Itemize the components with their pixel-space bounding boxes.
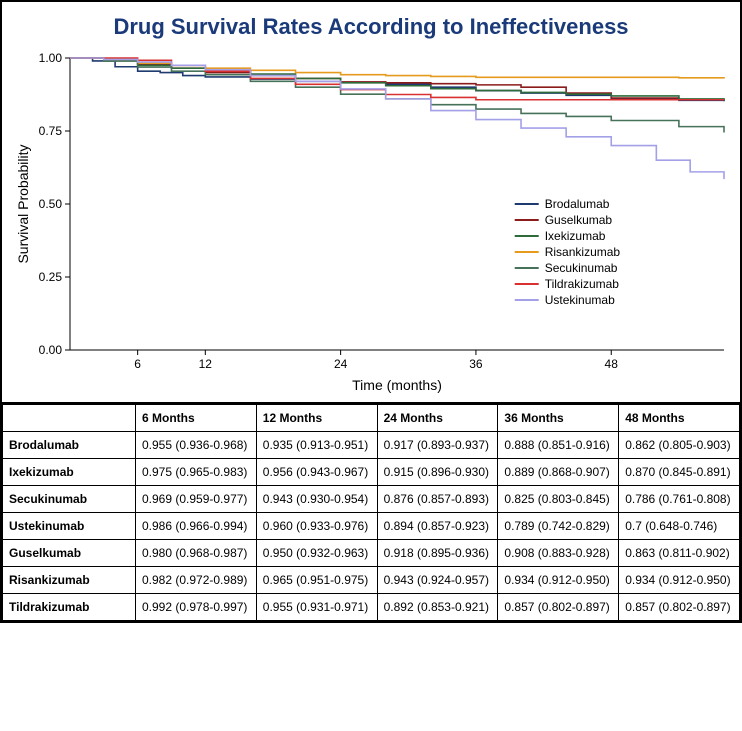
table-cell: 0.908 (0.883-0.928) <box>498 540 619 567</box>
table-cell: 0.965 (0.951-0.975) <box>256 567 377 594</box>
row-header: Secukinumab <box>3 486 136 513</box>
table-cell: 0.918 (0.895-0.936) <box>377 540 498 567</box>
survival-table: 6 Months12 Months24 Months36 Months48 Mo… <box>2 404 740 621</box>
y-tick-label: 0.50 <box>39 197 63 211</box>
legend-label: Ustekinumab <box>545 293 615 307</box>
table-cell: 0.892 (0.853-0.921) <box>377 594 498 621</box>
y-tick-label: 0.25 <box>39 270 63 284</box>
table-cell: 0.857 (0.802-0.897) <box>619 594 740 621</box>
column-header: 36 Months <box>498 405 619 432</box>
table-cell: 0.980 (0.968-0.987) <box>136 540 257 567</box>
table-cell: 0.894 (0.857-0.923) <box>377 513 498 540</box>
table-row: Ustekinumab0.986 (0.966-0.994)0.960 (0.9… <box>3 513 740 540</box>
table-cell: 0.956 (0.943-0.967) <box>256 459 377 486</box>
column-header: 48 Months <box>619 405 740 432</box>
x-axis-label: Time (months) <box>352 377 442 393</box>
y-tick-label: 0.00 <box>39 343 63 357</box>
table-row: Ixekizumab0.975 (0.965-0.983)0.956 (0.94… <box>3 459 740 486</box>
table-body: Brodalumab0.955 (0.936-0.968)0.935 (0.91… <box>3 432 740 621</box>
table-cell: 0.862 (0.805-0.903) <box>619 432 740 459</box>
row-header: Tildrakizumab <box>3 594 136 621</box>
y-tick-label: 1.00 <box>39 51 63 65</box>
table-header-row: 6 Months12 Months24 Months36 Months48 Mo… <box>3 405 740 432</box>
table-row: Secukinumab0.969 (0.959-0.977)0.943 (0.9… <box>3 486 740 513</box>
plot-area: 0.00 0.25 0.50 0.75 1.00 6 12 24 36 48 Time (month… <box>10 48 732 398</box>
row-header: Risankizumab <box>3 567 136 594</box>
table-cell: 0.955 (0.936-0.968) <box>136 432 257 459</box>
chart-panel: Drug Survival Rates According to Ineffec… <box>2 2 740 404</box>
table-cell: 0.986 (0.966-0.994) <box>136 513 257 540</box>
x-tick-label: 24 <box>334 357 348 371</box>
table-cell: 0.935 (0.913-0.951) <box>256 432 377 459</box>
table-cell: 0.950 (0.932-0.963) <box>256 540 377 567</box>
legend-label: Secukinumab <box>545 261 618 275</box>
table-cell: 0.786 (0.761-0.808) <box>619 486 740 513</box>
y-axis-label: Survival Probability <box>15 144 31 263</box>
table-cell: 0.870 (0.845-0.891) <box>619 459 740 486</box>
table-cell: 0.934 (0.912-0.950) <box>619 567 740 594</box>
row-header: Ixekizumab <box>3 459 136 486</box>
column-header: 24 Months <box>377 405 498 432</box>
table-cell: 0.943 (0.924-0.957) <box>377 567 498 594</box>
table-cell: 0.975 (0.965-0.983) <box>136 459 257 486</box>
x-tick-label: 48 <box>605 357 619 371</box>
row-header: Ustekinumab <box>3 513 136 540</box>
km-svg: 0.00 0.25 0.50 0.75 1.00 6 12 24 36 48 Time (month… <box>10 48 734 398</box>
table-cell: 0.960 (0.933-0.976) <box>256 513 377 540</box>
chart-title: Drug Survival Rates According to Ineffec… <box>10 14 732 40</box>
table-cell: 0.969 (0.959-0.977) <box>136 486 257 513</box>
x-tick-label: 36 <box>469 357 483 371</box>
legend-label: Guselkumab <box>545 213 613 227</box>
table-cell: 0.992 (0.978-0.997) <box>136 594 257 621</box>
column-header: 6 Months <box>136 405 257 432</box>
table-cell: 0.857 (0.802-0.897) <box>498 594 619 621</box>
legend-label: Brodalumab <box>545 197 610 211</box>
table-panel: 6 Months12 Months24 Months36 Months48 Mo… <box>2 404 740 621</box>
table-corner-cell <box>3 405 136 432</box>
table-cell: 0.934 (0.912-0.950) <box>498 567 619 594</box>
table-row: Guselkumab0.980 (0.968-0.987)0.950 (0.93… <box>3 540 740 567</box>
table-cell: 0.889 (0.868-0.907) <box>498 459 619 486</box>
table-row: Brodalumab0.955 (0.936-0.968)0.935 (0.91… <box>3 432 740 459</box>
legend-label: Tildrakizumab <box>545 277 620 291</box>
x-tick-label: 6 <box>134 357 141 371</box>
table-cell: 0.982 (0.972-0.989) <box>136 567 257 594</box>
legend-label: Ixekizumab <box>545 229 606 243</box>
table-cell: 0.888 (0.851-0.916) <box>498 432 619 459</box>
legend-label: Risankizumab <box>545 245 621 259</box>
table-cell: 0.789 (0.742-0.829) <box>498 513 619 540</box>
table-cell: 0.917 (0.893-0.937) <box>377 432 498 459</box>
x-tick-label: 12 <box>199 357 213 371</box>
table-row: Tildrakizumab0.992 (0.978-0.997)0.955 (0… <box>3 594 740 621</box>
y-tick-label: 0.75 <box>39 124 63 138</box>
column-header: 12 Months <box>256 405 377 432</box>
table-row: Risankizumab0.982 (0.972-0.989)0.965 (0.… <box>3 567 740 594</box>
row-header: Guselkumab <box>3 540 136 567</box>
table-cell: 0.863 (0.811-0.902) <box>619 540 740 567</box>
table-cell: 0.943 (0.930-0.954) <box>256 486 377 513</box>
table-cell: 0.915 (0.896-0.930) <box>377 459 498 486</box>
table-cell: 0.876 (0.857-0.893) <box>377 486 498 513</box>
figure-container: Drug Survival Rates According to Ineffec… <box>0 0 742 623</box>
row-header: Brodalumab <box>3 432 136 459</box>
table-cell: 0.955 (0.931-0.971) <box>256 594 377 621</box>
table-cell: 0.825 (0.803-0.845) <box>498 486 619 513</box>
table-cell: 0.7 (0.648-0.746) <box>619 513 740 540</box>
